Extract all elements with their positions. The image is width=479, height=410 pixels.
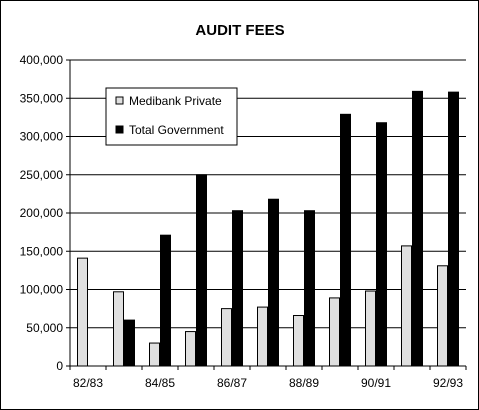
legend-box <box>105 87 238 146</box>
x-axis-tick-labels: 82/83 84/85 86/87 88/89 90/91 92/93 <box>69 366 467 390</box>
bar-total-government-84-85 <box>160 234 171 367</box>
legend-label: Medibank Private <box>129 94 222 108</box>
bar-medibank-private-87-88 <box>257 306 268 367</box>
chart-title: AUDIT FEES <box>195 22 284 39</box>
bar-total-government-89-90 <box>340 113 351 367</box>
bar-total-government-83-84 <box>124 319 135 367</box>
x-tick-label: 84/85 <box>145 376 175 390</box>
legend-swatch <box>115 96 124 105</box>
bar-medibank-private-92-93 <box>437 265 448 367</box>
y-tick-label: 400,000 <box>20 53 64 67</box>
y-tick-label: 300,000 <box>20 130 64 144</box>
bar-medibank-private-86-87 <box>221 308 232 367</box>
bar-medibank-private-89-90 <box>329 297 340 367</box>
x-tick-label: 92/93 <box>433 376 463 390</box>
y-tick-label: 200,000 <box>20 206 64 220</box>
y-axis-tick-labels: 0 50,000 100,000 150,000 200,000 250,000 300,0… <box>20 53 70 373</box>
bar-medibank-private-91-92 <box>401 245 412 367</box>
y-tick-label: 150,000 <box>20 244 64 258</box>
legend-swatch <box>115 125 124 134</box>
y-tick-label: 0 <box>56 359 63 373</box>
bar-medibank-private-82-83 <box>77 257 88 367</box>
y-tick-label: 100,000 <box>20 283 64 297</box>
bar-total-government-91-92 <box>412 90 423 367</box>
bar-medibank-private-90-91 <box>365 290 376 367</box>
bar-total-government-87-88 <box>268 198 279 367</box>
bar-medibank-private-85-86 <box>185 331 196 367</box>
x-tick-label: 86/87 <box>217 376 247 390</box>
bar-total-government-86-87 <box>232 210 243 367</box>
y-tick-label: 250,000 <box>20 168 64 182</box>
bar-total-government-88-89 <box>304 210 315 367</box>
x-tick-label: 82/83 <box>73 376 103 390</box>
gridlines <box>70 59 466 329</box>
bar-total-government-92-93 <box>448 91 459 367</box>
y-tick-label: 350,000 <box>20 91 64 105</box>
bar-medibank-private-83-84 <box>113 291 124 367</box>
bar-medibank-private-84-85 <box>149 342 160 367</box>
x-tick-label: 88/89 <box>289 376 319 390</box>
bar-total-government-90-91 <box>376 122 387 367</box>
bar-total-government-85-86 <box>196 174 207 367</box>
bar-medibank-private-88-89 <box>293 315 304 367</box>
axes <box>69 60 466 367</box>
y-tick-label: 50,000 <box>26 321 63 335</box>
legend: Medibank Private Total Government <box>105 87 238 146</box>
legend-label: Total Government <box>129 123 224 137</box>
x-tick-label: 90/91 <box>361 376 391 390</box>
